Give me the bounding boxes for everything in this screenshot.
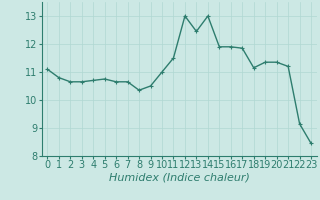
X-axis label: Humidex (Indice chaleur): Humidex (Indice chaleur) <box>109 173 250 183</box>
